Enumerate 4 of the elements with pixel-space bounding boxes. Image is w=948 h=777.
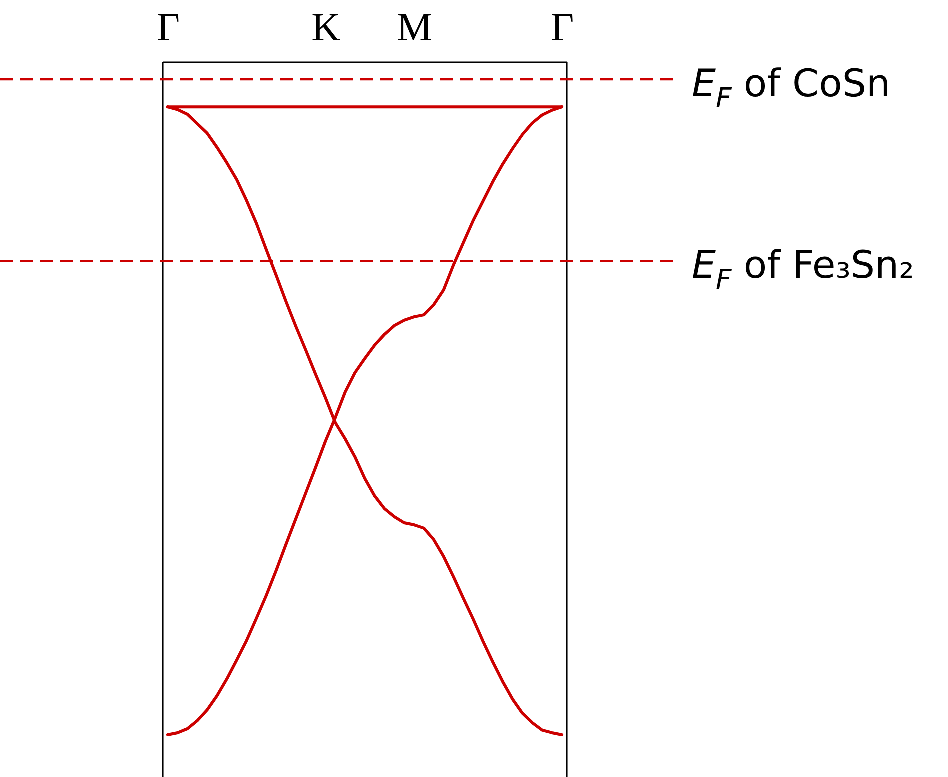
x-tick-label: M <box>396 4 433 50</box>
x-tick-label: K <box>312 4 341 50</box>
x-tick-label: Γ <box>156 4 180 50</box>
x-tick-label: Γ <box>551 4 574 50</box>
